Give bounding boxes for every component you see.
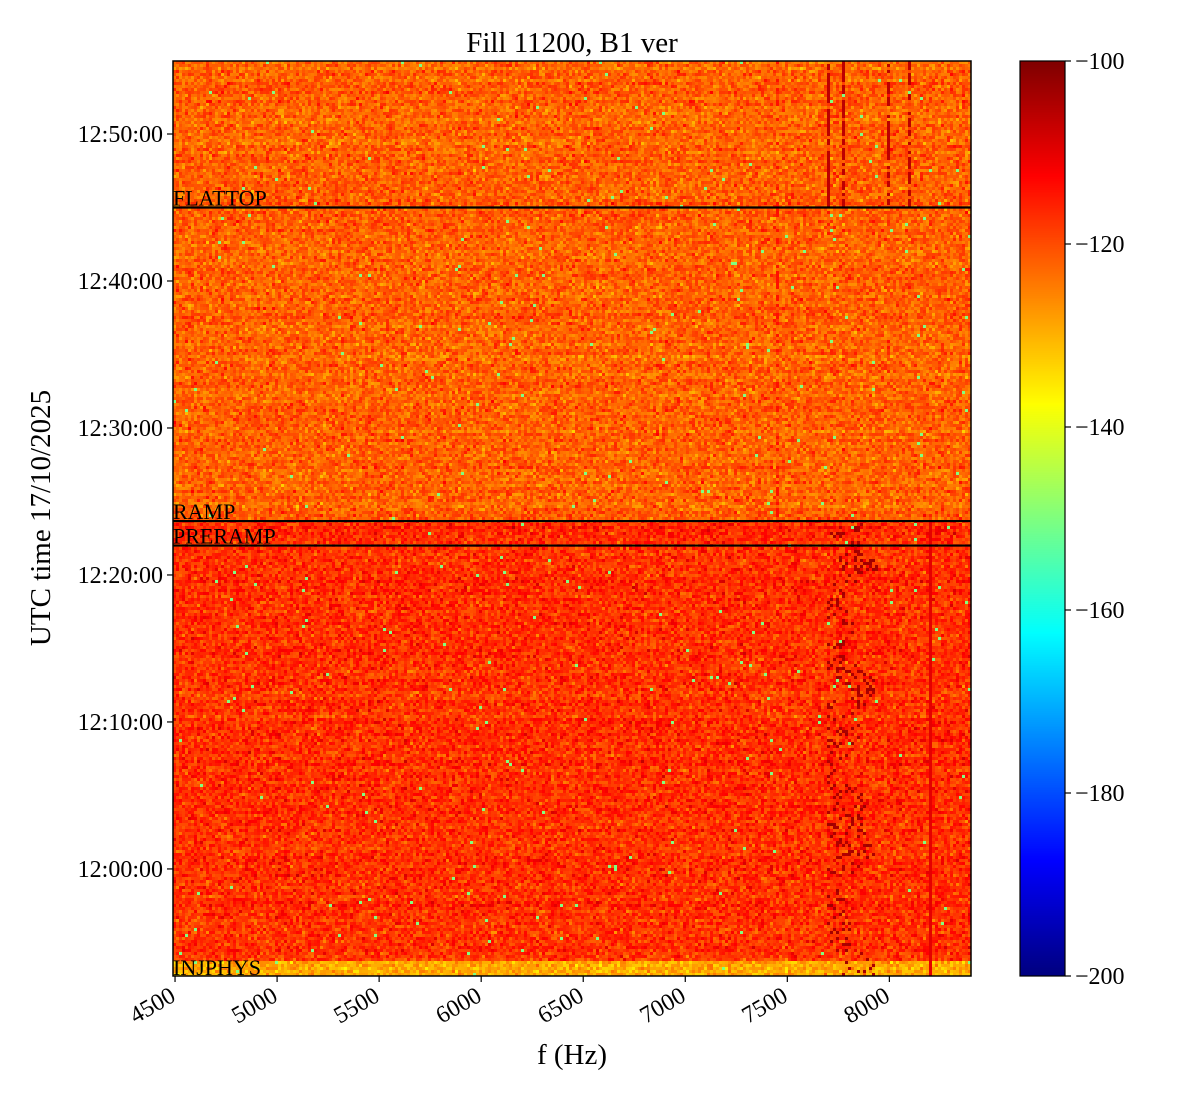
y-axis-label: UTC time 17/10/2025	[25, 390, 57, 646]
chart-title: Fill 11200, B1 ver	[466, 27, 678, 59]
y-tick-label: 12:40:00	[78, 269, 163, 295]
y-tick-label: 12:00:00	[78, 857, 163, 883]
y-tick-label: 12:30:00	[78, 416, 163, 442]
colorbar-tick-label: −140	[1075, 415, 1125, 441]
colorbar-tick-label: −120	[1075, 232, 1125, 258]
plot-frame	[172, 60, 972, 977]
y-tick-label: 12:50:00	[78, 122, 163, 148]
x-tick-label: 7000	[636, 983, 691, 1030]
x-tick-label: 8000	[840, 983, 895, 1030]
colorbar-tick-label: −160	[1075, 598, 1125, 624]
x-tick-label: 4500	[125, 983, 180, 1030]
event-label: PRERAMP	[173, 524, 276, 549]
spectrogram-heatmap	[173, 61, 971, 976]
x-tick-label: 7500	[738, 983, 793, 1030]
y-tick-label: 12:20:00	[78, 563, 163, 589]
x-tick-label: 5500	[330, 983, 385, 1030]
x-tick-label: 5000	[228, 983, 283, 1030]
colorbar-tick-label: −180	[1075, 781, 1125, 807]
colorbar-frame	[1019, 60, 1066, 977]
event-label: FLATTOP	[173, 185, 267, 210]
colorbar-gradient	[1020, 61, 1065, 976]
y-tick-label: 12:10:00	[78, 710, 163, 736]
x-tick-label: 6000	[432, 983, 487, 1030]
event-label: RAMP	[173, 499, 235, 524]
x-tick-label: 6500	[534, 983, 589, 1030]
colorbar-tick-label: −200	[1075, 964, 1125, 990]
x-axis-label: f (Hz)	[537, 1039, 607, 1071]
colorbar-tick-label: −100	[1075, 49, 1125, 75]
